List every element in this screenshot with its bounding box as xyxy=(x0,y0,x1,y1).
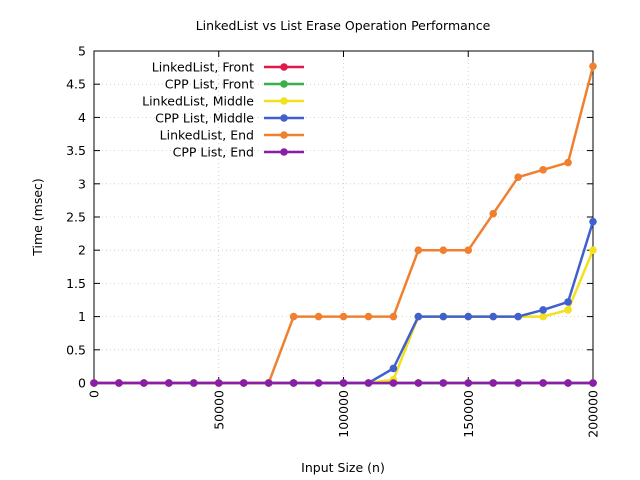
data-point xyxy=(140,379,148,387)
y-axis-label: Time (msec) xyxy=(30,178,45,257)
legend-label: LinkedList, End xyxy=(160,128,254,143)
legend: LinkedList, Front CPP List, Front LinkedLi… xyxy=(142,60,304,160)
legend-marker xyxy=(280,63,288,71)
legend-marker xyxy=(280,80,288,88)
data-point xyxy=(90,379,98,387)
data-point xyxy=(464,312,473,321)
y-tick-label: 5 xyxy=(78,44,86,59)
series-group xyxy=(90,62,597,387)
data-point xyxy=(339,312,348,321)
data-point xyxy=(589,62,597,71)
data-point xyxy=(214,379,223,387)
data-point xyxy=(414,379,423,387)
y-tick-label: 2 xyxy=(78,243,86,258)
legend-label: CPP List, End xyxy=(173,145,254,160)
data-point xyxy=(289,379,298,387)
data-point xyxy=(364,379,373,387)
data-point xyxy=(489,312,498,321)
y-tick-label: 0.5 xyxy=(66,342,86,357)
legend-label: LinkedList, Front xyxy=(152,60,254,75)
data-point xyxy=(489,379,498,387)
data-point xyxy=(389,312,398,321)
legend-marker xyxy=(280,114,288,122)
x-axis-label: Input Size (n) xyxy=(301,460,385,475)
data-point xyxy=(539,312,547,321)
data-point xyxy=(564,298,572,306)
y-tick-label: 4.5 xyxy=(66,77,86,92)
legend-marker xyxy=(280,148,288,156)
data-point xyxy=(539,379,547,387)
x-tick-label: 50000 xyxy=(211,390,226,430)
data-point xyxy=(514,173,522,181)
data-point xyxy=(539,306,547,314)
legend-label: CPP List, Front xyxy=(165,77,254,92)
data-point xyxy=(489,209,498,218)
y-tick-label: 1 xyxy=(78,309,86,324)
y-tick-label: 0 xyxy=(78,376,86,391)
data-point xyxy=(589,217,597,226)
data-point xyxy=(514,312,522,321)
data-point xyxy=(414,246,423,254)
y-tick-label: 4 xyxy=(78,110,86,125)
x-tick-label: 0 xyxy=(87,390,102,398)
data-point xyxy=(589,379,597,387)
data-point xyxy=(439,379,448,387)
y-tick-label: 3.5 xyxy=(66,143,86,158)
data-point xyxy=(389,379,398,387)
data-point xyxy=(439,312,448,321)
y-tick-label: 1.5 xyxy=(66,276,86,291)
data-point xyxy=(514,379,522,387)
axis-ticks: 0 0.5 1 1.5 2 2.5 3 3.5 4 4.5 5 0 50000 100000 150000 2… xyxy=(66,44,600,438)
y-tick-label: 3 xyxy=(78,176,86,191)
data-point xyxy=(414,312,423,321)
chart-title: LinkedList vs List Erase Operation Perfo… xyxy=(196,18,491,33)
data-point xyxy=(539,166,547,174)
data-point xyxy=(364,312,373,321)
legend-label: LinkedList, Middle xyxy=(142,94,254,109)
legend-marker xyxy=(280,97,288,105)
data-point xyxy=(339,379,348,387)
legend-label: CPP List, Middle xyxy=(155,111,254,126)
data-point xyxy=(115,379,123,387)
y-tick-label: 2.5 xyxy=(66,210,86,225)
series-5 xyxy=(90,379,597,387)
data-point xyxy=(314,379,323,387)
x-tick-label: 200000 xyxy=(586,390,601,438)
legend-marker xyxy=(280,131,288,139)
data-point xyxy=(464,379,473,387)
data-point xyxy=(439,246,448,254)
data-point xyxy=(264,379,273,387)
x-tick-label: 100000 xyxy=(336,390,351,438)
gridlines xyxy=(94,51,593,383)
data-point xyxy=(464,246,473,254)
data-point xyxy=(589,246,597,254)
data-point xyxy=(564,379,572,387)
data-point xyxy=(190,379,198,387)
data-point xyxy=(165,379,173,387)
data-point xyxy=(289,312,298,321)
data-point xyxy=(314,312,323,321)
data-point xyxy=(564,306,572,314)
data-point xyxy=(564,158,572,167)
data-point xyxy=(389,364,398,373)
data-point xyxy=(239,379,248,387)
x-tick-label: 150000 xyxy=(461,390,476,438)
